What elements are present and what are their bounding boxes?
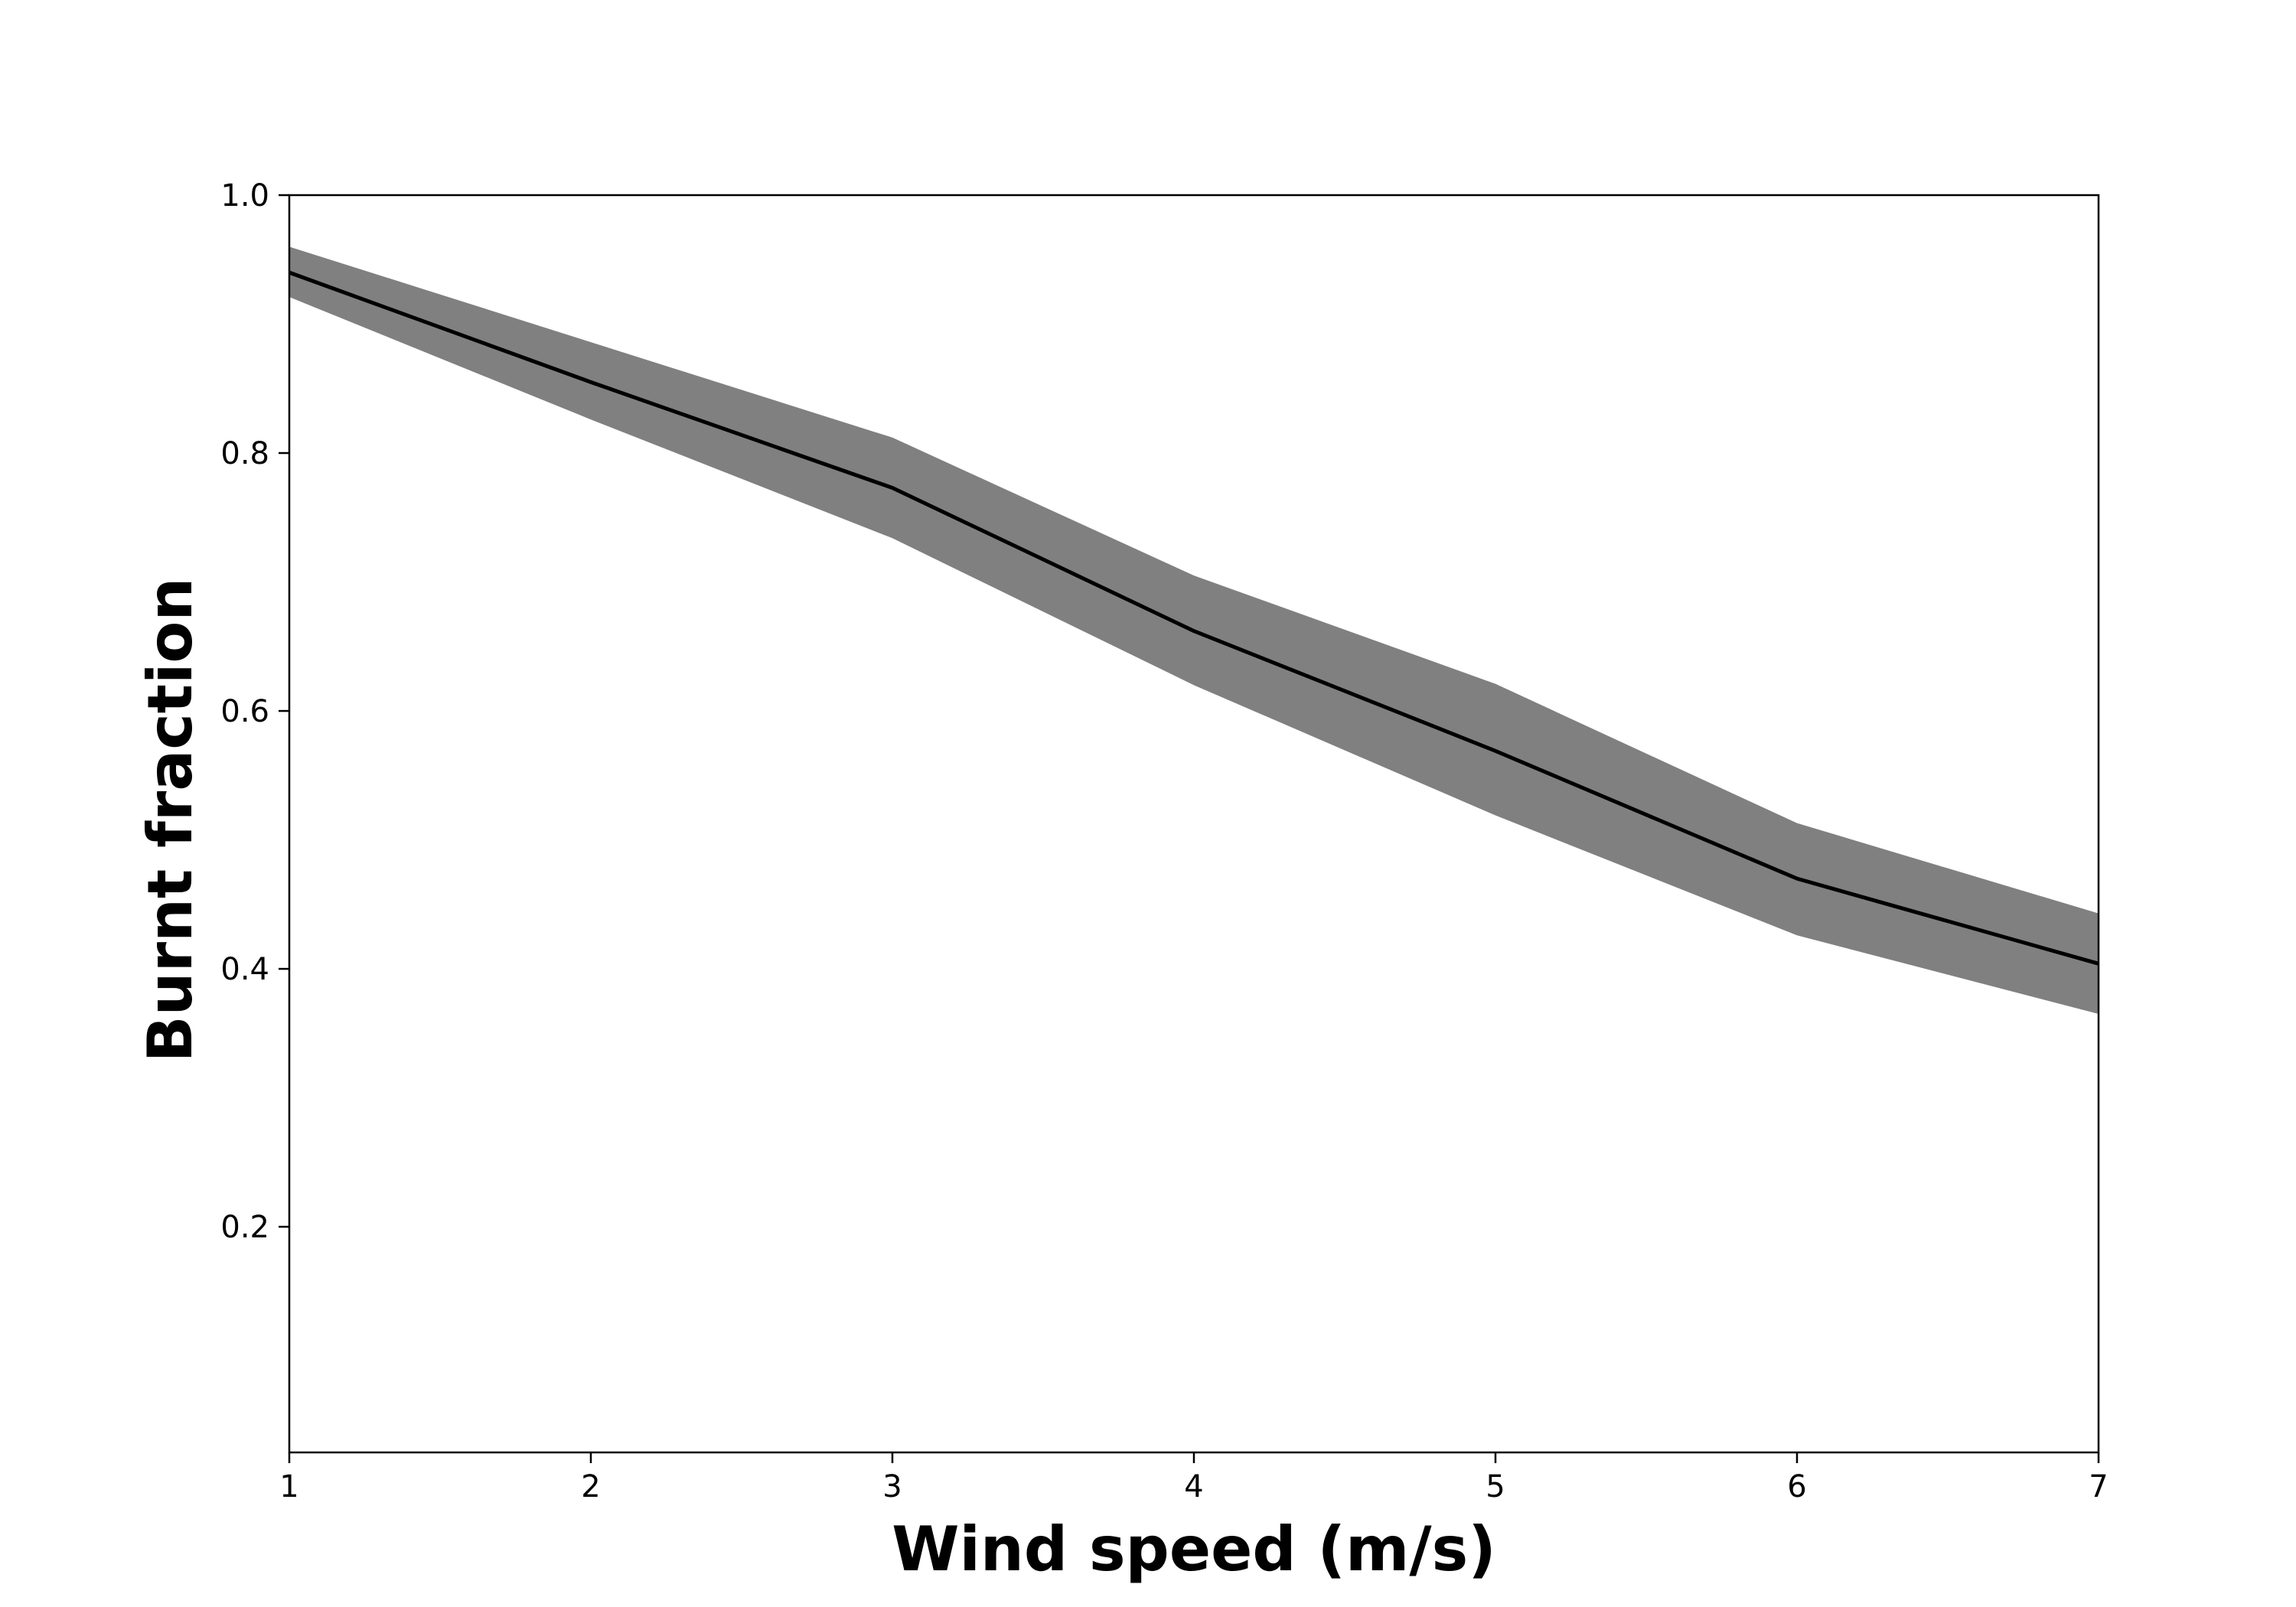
x-tick-label: 4 [1184,1469,1203,1504]
data-point [1494,749,1497,752]
y-tick-label: 0.2 [220,1210,269,1245]
y-axis: 0.2 0.4 0.6 0.8 1.0 [220,178,289,1245]
y-tick-label: 0.8 [220,436,269,471]
data-point [1795,877,1799,880]
x-tick-label: 2 [581,1469,600,1504]
data-point [1192,630,1195,633]
x-axis: 1 2 3 4 5 6 7 [279,1452,2108,1504]
y-tick-label: 0.6 [220,694,269,729]
series-line [289,270,2099,966]
x-tick-label: 3 [882,1469,902,1504]
data-point [589,380,592,383]
y-tick-label: 0.4 [220,952,269,987]
plot-area [289,246,2099,1015]
x-tick-label: 7 [2089,1469,2108,1504]
x-tick-label: 5 [1486,1469,1505,1504]
x-axis-title: Wind speed (m/s) [892,1514,1496,1585]
x-tick-label: 6 [1787,1469,1806,1504]
data-point [891,487,894,490]
y-tick-label: 1.0 [220,178,269,214]
y-axis-title: Burnt fraction [135,578,206,1063]
x-tick-label: 1 [279,1469,298,1504]
